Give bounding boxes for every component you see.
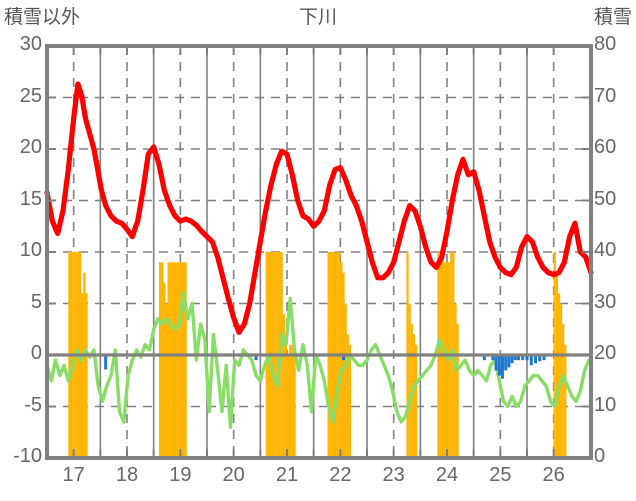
y-axis-left-tick: 10 xyxy=(19,239,42,261)
x-axis-tick: 20 xyxy=(222,464,245,486)
snow-bar xyxy=(180,262,183,458)
precipitation-bar xyxy=(494,355,498,371)
y-axis-right-tick: 30 xyxy=(594,290,617,313)
precipitation-bar xyxy=(504,355,508,371)
precipitation-bar xyxy=(342,355,346,361)
snow-bar xyxy=(443,262,446,458)
snow-bar xyxy=(169,262,172,458)
snow-bar xyxy=(557,293,561,458)
secondary-series-line xyxy=(45,291,591,429)
snow-bar xyxy=(284,344,288,458)
precipitation-bar xyxy=(529,355,533,366)
x-axis-tick: 21 xyxy=(275,464,299,486)
snow-bar xyxy=(408,303,411,458)
x-axis-tick: 17 xyxy=(62,464,85,486)
snow-bar xyxy=(178,262,181,458)
snow-bar xyxy=(83,272,86,458)
precipitation-bar xyxy=(500,355,504,379)
snow-bar xyxy=(346,334,349,458)
snow-bar xyxy=(456,324,459,458)
precipitation-bar xyxy=(104,355,108,370)
y-axis-right-tick: 70 xyxy=(594,84,617,107)
snow-bar xyxy=(562,324,565,458)
snow-bar xyxy=(555,272,558,458)
precipitation-bar xyxy=(513,355,517,361)
snow-bar xyxy=(167,262,170,458)
snow-bar xyxy=(289,344,292,458)
snow-bar xyxy=(291,344,294,458)
precipitation-bar xyxy=(482,355,486,361)
snow-bar xyxy=(184,262,187,458)
snow-bar xyxy=(176,262,179,458)
y-axis-left-tick: 15 xyxy=(19,187,42,210)
snow-bar xyxy=(182,262,185,458)
snow-bar xyxy=(165,303,168,458)
precipitation-bar xyxy=(521,355,525,361)
precipitation-bar xyxy=(507,355,511,368)
snow-bar xyxy=(344,303,347,458)
y-axis-right-tick: 20 xyxy=(594,342,617,364)
precipitation-bar xyxy=(525,355,529,361)
y-axis-left-tick: 20 xyxy=(19,136,42,158)
precipitation-bar xyxy=(497,355,501,376)
right-axis-title: 積雪 xyxy=(593,7,632,28)
left-axis-title: 積雪以外 xyxy=(4,7,81,28)
snow-bar xyxy=(293,355,296,458)
x-axis-tick: 22 xyxy=(329,464,352,486)
precipitation-bar xyxy=(491,355,495,361)
y-axis-left-tick: 25 xyxy=(19,84,42,107)
precipitation-bar xyxy=(538,355,542,362)
y-axis-left-tick: -10 xyxy=(13,445,42,467)
x-axis-tick: 19 xyxy=(169,464,192,486)
x-axis-tick: 18 xyxy=(115,464,139,486)
precipitation-bar xyxy=(254,355,258,361)
snow-bar xyxy=(340,262,343,458)
snow-bar xyxy=(414,344,418,458)
y-axis-left-tick: -5 xyxy=(24,393,42,416)
snow-bar xyxy=(564,344,567,458)
y-axis-left-tick: 30 xyxy=(19,33,42,55)
snow-bar xyxy=(286,355,290,458)
snow-bar xyxy=(412,334,416,458)
snow-bar xyxy=(348,344,352,458)
precipitation-bar xyxy=(516,355,520,361)
y-axis-right-tick: 80 xyxy=(594,33,617,55)
x-axis-tick: 25 xyxy=(489,464,512,486)
y-axis-right-tick: 60 xyxy=(594,136,617,158)
snow-bar xyxy=(85,293,88,458)
snow-bar xyxy=(454,303,457,458)
precipitation-bar xyxy=(542,355,546,361)
precipitation-bar xyxy=(534,355,538,364)
snow-bar xyxy=(81,293,84,458)
snow-bar xyxy=(171,262,174,458)
precipitation-bars xyxy=(104,355,546,379)
y-axis-left-tick: 5 xyxy=(30,290,42,313)
x-axis-tick: 26 xyxy=(542,464,565,486)
y-axis-right-tick: 10 xyxy=(594,393,617,416)
y-axis-right-tick: 40 xyxy=(594,239,617,261)
x-axis-tick: 23 xyxy=(382,464,405,486)
y-axis-left-tick: 0 xyxy=(30,342,42,364)
precipitation-bar xyxy=(510,355,514,364)
temperature-series-line xyxy=(44,81,594,335)
snow-bar xyxy=(163,282,166,458)
snow-bar xyxy=(173,262,177,458)
snow-bar xyxy=(161,262,164,458)
y-axis-right-tick: 50 xyxy=(594,187,617,210)
y-axis-right-tick: 0 xyxy=(594,445,606,467)
snow-bar xyxy=(158,262,162,458)
chart-title: 下川 xyxy=(298,7,337,28)
x-axis-tick: 24 xyxy=(435,464,459,486)
snow-bar xyxy=(282,313,285,458)
snow-bar xyxy=(439,262,442,458)
